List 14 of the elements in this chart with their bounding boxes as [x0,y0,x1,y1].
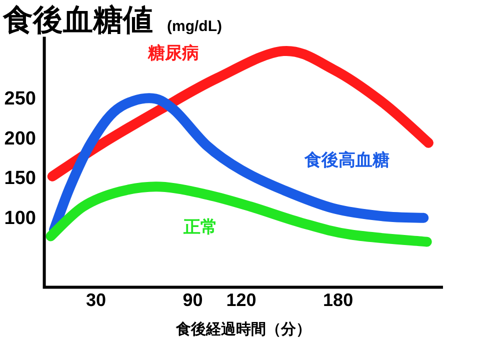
series-label: 正常 [182,218,218,237]
x-axis-title: 食後経過時間（分） [175,321,312,338]
x-tick-label: 30 [86,290,106,310]
series-label: 糖尿病 [147,43,200,62]
y-tick-label: 200 [4,128,36,150]
x-tick-label: 90 [182,290,203,310]
y-tick-label: 100 [4,208,36,230]
y-tick-label: 150 [4,168,36,190]
y-tick-label: 250 [4,88,36,110]
y-axis-title: (mg/dL) [167,18,222,35]
x-tick-label: 120 [226,290,256,310]
chart-title: 食後血糖値 [2,4,153,37]
series-label: 食後高血糖 [304,150,390,170]
x-tick-label: 180 [323,290,354,310]
